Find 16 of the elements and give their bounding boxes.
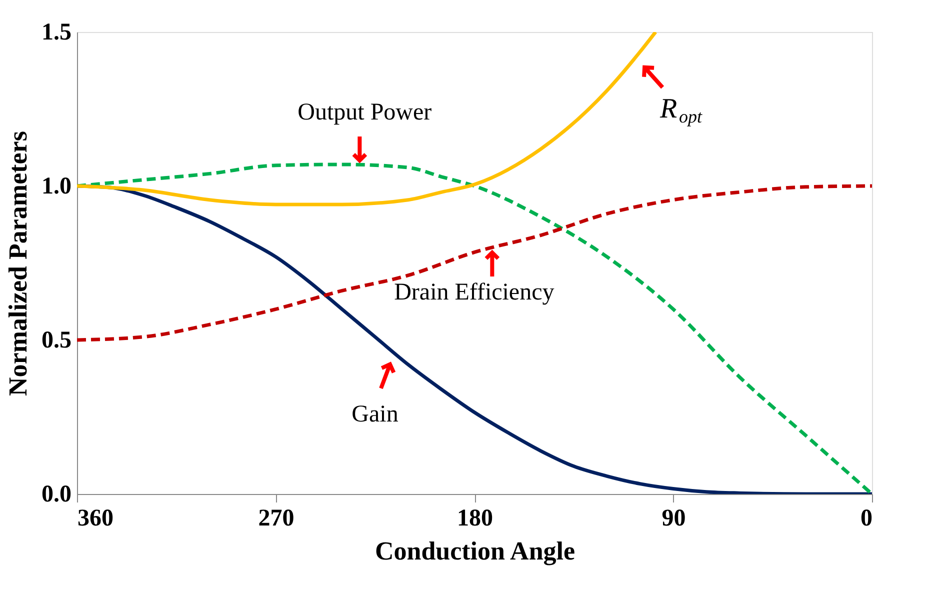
- annotation: Drain Efficiency: [394, 280, 554, 306]
- line-series: [77, 184, 872, 342]
- x-tick-label: 180: [457, 506, 493, 532]
- x-tick-label: 270: [258, 506, 294, 532]
- y-tick-label: 1.5: [42, 20, 72, 46]
- y-tick-label: 0.0: [42, 482, 72, 508]
- line-series: [77, 32, 658, 206]
- y-tick-label: 0.5: [42, 328, 72, 354]
- y-axis-title: Normalized Parameters: [4, 131, 32, 396]
- x-tick-label: 0: [860, 506, 872, 532]
- annotation: Output Power: [298, 99, 432, 126]
- x-tick-label: 90: [662, 506, 686, 532]
- y-tick-label: 1.0: [42, 174, 72, 200]
- annotation: Gain: [352, 401, 398, 428]
- x-tick-label: 360: [78, 506, 114, 532]
- x-axis-title: Conduction Angle: [374, 536, 576, 566]
